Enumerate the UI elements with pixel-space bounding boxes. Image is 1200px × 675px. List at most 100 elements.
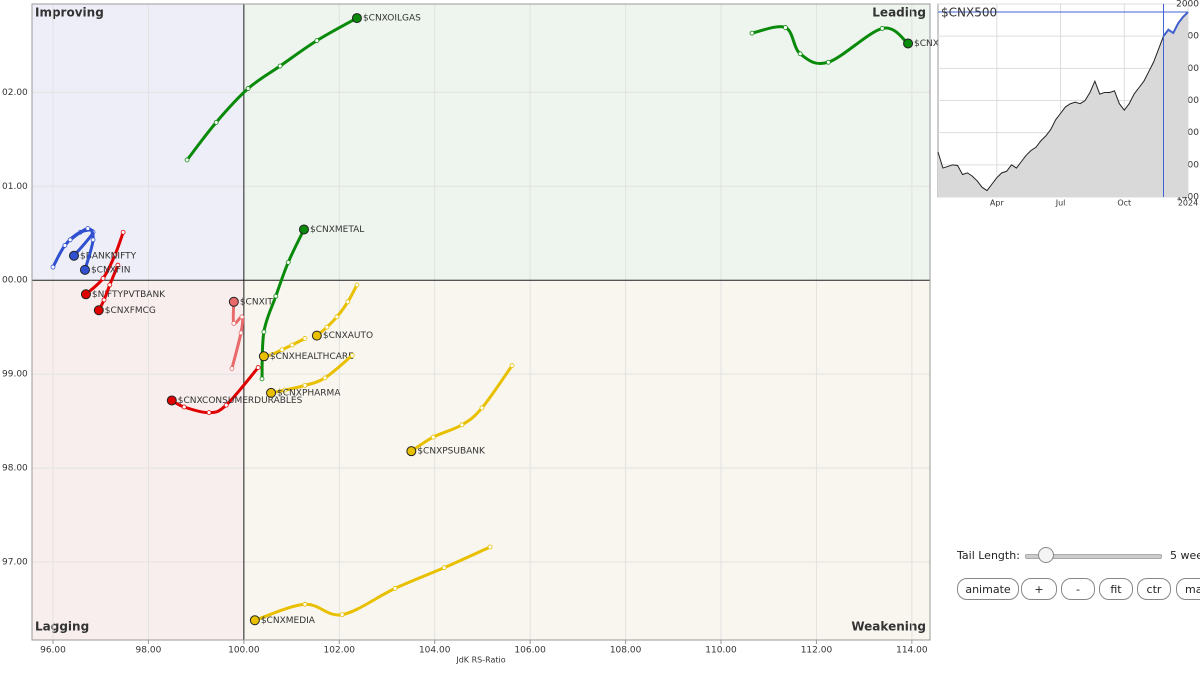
series-label: $CNXMEDIA [261, 616, 316, 626]
button[interactable]: fit [1099, 578, 1133, 600]
tail-point [302, 601, 308, 607]
inset-title: $CNX500 [941, 6, 997, 20]
tail-point [115, 262, 121, 268]
tail-point [487, 544, 493, 550]
head-point [166, 395, 177, 406]
head-point [80, 289, 91, 300]
series-label: $CNXAUTO [323, 331, 373, 341]
tail-point [302, 383, 308, 388]
slider-knob[interactable] [1038, 547, 1054, 563]
series-label: $CNXPHARMA [277, 388, 341, 398]
tail-point [255, 365, 261, 370]
tail-point [324, 324, 330, 330]
y-tick-label: 97.00 [2, 558, 28, 568]
head-point [93, 305, 104, 316]
tail-point [181, 404, 187, 410]
series-label: $CNXFIN [91, 265, 130, 275]
head-point [79, 264, 90, 275]
tail-point [302, 336, 308, 341]
x-tick-label: 104.00 [419, 646, 451, 656]
tail-point [90, 237, 96, 243]
button[interactable]: ctr [1137, 578, 1171, 600]
button[interactable]: - [1061, 578, 1095, 600]
button[interactable]: max [1176, 578, 1200, 600]
head-point [311, 330, 322, 341]
quadrant-label: Leading [872, 6, 926, 20]
x-tick-label: 96.00 [40, 646, 66, 656]
x-axis-label: JdK RS-Ratio [455, 656, 505, 665]
button[interactable]: animate [957, 578, 1019, 600]
tail-point [245, 86, 251, 91]
y-tick-label: 01.00 [2, 182, 28, 192]
tail-point [238, 330, 244, 336]
tail-point [289, 342, 295, 348]
tail-line [84, 230, 125, 296]
series-label: $CNXOILGAS [363, 14, 421, 24]
tail-point [223, 402, 229, 408]
tail-point [67, 237, 73, 243]
slider-track[interactable] [1025, 554, 1162, 559]
x-tick-label: Oct [1117, 199, 1131, 208]
tail-point [277, 63, 283, 69]
x-tick-label: 98.00 [136, 646, 162, 656]
x-tick-label: 112.00 [801, 646, 833, 656]
tail-point [459, 422, 465, 428]
tail-point [101, 297, 107, 303]
tail-label: Tail Length: [957, 549, 1020, 562]
tail-point [231, 321, 237, 326]
tail-point [112, 252, 118, 258]
series-label: $NIFTYPVTBANK [92, 290, 166, 300]
tail-point [85, 226, 91, 231]
head-point [266, 387, 277, 398]
series-label: $CNXFMCG [105, 306, 156, 316]
series-label: $CNXHEALTHCARE [270, 352, 354, 362]
x-tick-label: 2024 [1178, 199, 1198, 208]
tail-point [107, 282, 113, 288]
tail-point [314, 38, 320, 44]
x-tick-label: 110.00 [705, 646, 737, 656]
series-label: $CNXPSUBANK [417, 447, 486, 457]
price-line [937, 11, 1189, 192]
tail-point [441, 565, 447, 571]
window-price [1162, 11, 1189, 37]
y-tick-label: 02.00 [2, 88, 28, 98]
series-label: $CNXIT [240, 297, 274, 307]
x-tick-label: Jul [1055, 199, 1066, 208]
quadrant [32, 4, 244, 281]
tail-point [879, 26, 885, 31]
x-tick-label: 114.00 [896, 646, 928, 656]
tail-point [797, 51, 803, 57]
tail-point [184, 157, 190, 163]
x-tick-label: 108.00 [610, 646, 642, 656]
x-tick-label: 102.00 [324, 646, 356, 656]
tail-point [229, 366, 235, 371]
head-point [228, 296, 239, 307]
head-point [68, 250, 79, 261]
tail-point [285, 259, 291, 265]
tail-point [279, 347, 285, 353]
tail-point [392, 585, 398, 591]
quadrant [243, 4, 930, 281]
tail-point [334, 314, 340, 320]
head-point [298, 224, 309, 235]
tail-point [339, 612, 345, 618]
series-label: $CNXMETAL [310, 225, 364, 235]
tail-point [825, 59, 831, 65]
tail-point [354, 282, 360, 288]
quadrant [32, 280, 244, 640]
tail-line [68, 227, 95, 272]
tail-point [62, 243, 68, 248]
head-point [249, 615, 260, 626]
y-tick-label: 99.00 [2, 370, 28, 380]
tail-point [239, 314, 245, 320]
tail-point [509, 363, 515, 369]
quadrant [243, 280, 930, 640]
tail-point [430, 434, 436, 440]
tail-point [479, 405, 485, 411]
button[interactable]: + [1021, 578, 1057, 600]
tail-point [783, 25, 788, 30]
tail-point [322, 375, 328, 381]
tail-value: 5 weeks [1170, 549, 1200, 562]
